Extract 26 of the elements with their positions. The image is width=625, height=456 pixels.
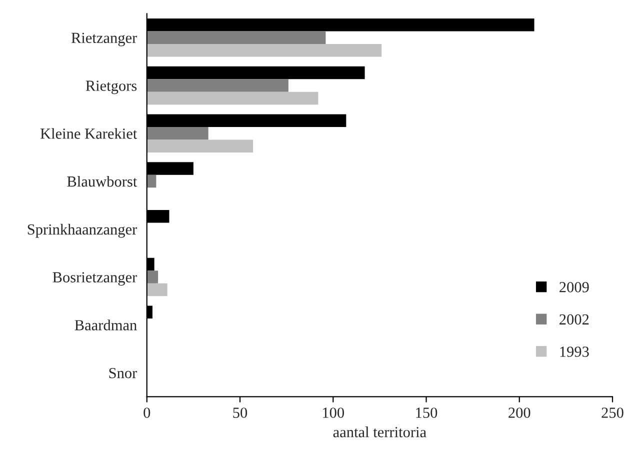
- bar: [146, 79, 288, 92]
- legend-label: 2002: [560, 314, 589, 325]
- bar: [146, 44, 382, 57]
- bar: [146, 283, 168, 296]
- legend-label: 2009: [560, 282, 589, 292]
- bar: [146, 270, 158, 284]
- x-axis-title: aantal territoria: [333, 426, 426, 438]
- bar: [146, 31, 326, 44]
- legend-label: 1993: [560, 346, 589, 357]
- y-tick-label: Kleine Karekiet: [40, 128, 138, 139]
- y-tick-label: Snor: [109, 368, 138, 378]
- y-tick-label: Sprinkhaanzanger: [28, 224, 138, 238]
- x-tick-label: 150: [416, 408, 438, 418]
- bar: [146, 140, 254, 153]
- y-tick-label: Rietgors: [86, 80, 137, 94]
- x-tick-label: 50: [233, 408, 248, 418]
- y-tick-label: Blauwborst: [67, 176, 138, 187]
- x-tick-label: 200: [508, 408, 530, 418]
- x-tick-label: 250: [602, 408, 624, 418]
- y-tick-label: Bosrietzanger: [52, 272, 138, 286]
- y-tick-label: Rietzanger: [71, 32, 138, 46]
- x-tick-label: 0: [144, 408, 150, 418]
- y-tick-label: Baardman: [74, 320, 137, 330]
- x-tick-label: 100: [323, 408, 344, 418]
- bar: [146, 92, 318, 105]
- bar: [146, 126, 208, 140]
